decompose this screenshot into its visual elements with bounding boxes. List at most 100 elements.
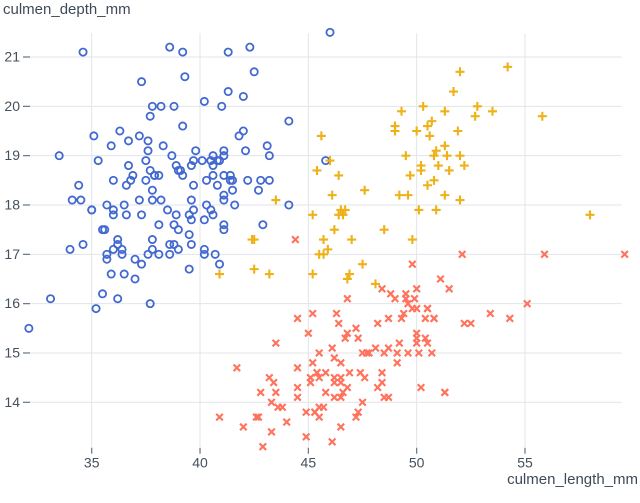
circle-marker — [93, 156, 103, 166]
circle-marker — [137, 77, 147, 87]
circle-marker — [154, 249, 164, 259]
times-marker — [410, 294, 419, 303]
circle-marker — [184, 264, 194, 274]
circle-marker — [76, 195, 86, 205]
circle-marker — [325, 27, 335, 37]
plus-marker — [319, 249, 329, 259]
plus-marker — [358, 259, 368, 269]
plus-marker — [340, 205, 350, 215]
circle-marker — [212, 180, 222, 190]
plus-marker — [470, 111, 480, 121]
times-marker — [306, 378, 315, 387]
times-marker — [421, 334, 430, 343]
times-marker — [393, 348, 402, 358]
circle-marker — [167, 151, 177, 161]
y-axis-title: culmen_depth_mm — [3, 1, 131, 18]
times-marker — [486, 309, 495, 318]
circle-marker — [202, 200, 212, 210]
circle-marker — [143, 146, 153, 156]
times-marker — [310, 408, 319, 417]
times-marker — [341, 334, 350, 343]
times-marker — [334, 319, 343, 328]
plus-marker — [323, 244, 333, 254]
times-marker — [523, 299, 532, 308]
times-marker — [384, 314, 393, 323]
plus-marker — [585, 210, 595, 220]
times-marker — [308, 309, 317, 318]
times-marker — [256, 388, 265, 397]
times-marker — [358, 398, 367, 407]
circle-marker — [89, 131, 99, 141]
circle-marker — [147, 185, 157, 195]
circle-marker — [254, 185, 264, 195]
plus-marker — [440, 141, 450, 151]
times-marker — [386, 289, 395, 298]
circle-marker — [219, 225, 229, 235]
plus-marker — [407, 235, 417, 245]
circle-marker — [117, 244, 127, 254]
circle-marker — [65, 244, 75, 254]
circle-marker — [147, 235, 157, 245]
y-tick-label: 14 — [4, 394, 20, 410]
circle-marker — [143, 136, 153, 146]
plus-marker — [433, 161, 443, 171]
circle-marker — [102, 249, 112, 259]
circle-marker — [121, 180, 131, 190]
plus-marker — [488, 106, 498, 116]
circle-marker — [189, 180, 199, 190]
times-marker — [373, 319, 382, 328]
plus-marker — [455, 67, 465, 77]
plus-marker — [394, 190, 404, 200]
circle-marker — [106, 141, 116, 151]
circle-marker — [189, 156, 199, 166]
circle-marker — [210, 249, 220, 259]
plus-marker — [503, 62, 513, 72]
plus-marker — [371, 279, 381, 289]
times-marker — [312, 368, 322, 377]
times-marker — [395, 339, 404, 348]
circle-marker — [219, 151, 229, 161]
times-marker — [445, 284, 454, 293]
circle-marker — [258, 220, 268, 230]
circle-marker — [154, 220, 164, 230]
plus-marker — [444, 165, 454, 175]
circle-marker — [219, 170, 229, 180]
circle-marker — [186, 215, 196, 225]
circle-marker — [143, 249, 153, 259]
circle-marker — [256, 175, 266, 185]
circle-marker — [206, 205, 216, 215]
circle-marker — [126, 175, 136, 185]
circle-marker — [217, 101, 227, 111]
times-marker — [421, 314, 430, 323]
times-marker — [321, 368, 330, 377]
circle-marker — [147, 244, 157, 254]
plus-marker — [423, 180, 433, 190]
circle-marker — [113, 294, 123, 304]
circle-marker — [141, 156, 151, 166]
plus-marker — [453, 126, 463, 136]
circle-marker — [108, 210, 118, 220]
circle-marker — [219, 190, 229, 200]
times-marker — [377, 378, 387, 387]
circle-marker — [156, 195, 166, 205]
y-tick-label: 16 — [4, 295, 20, 311]
circle-marker — [199, 244, 209, 254]
circle-marker — [124, 136, 134, 146]
circle-marker — [238, 126, 248, 136]
times-marker — [412, 284, 421, 293]
series-blue-circles — [24, 27, 335, 333]
x-tick-label: 55 — [517, 455, 533, 471]
circle-marker — [134, 195, 144, 205]
times-marker — [380, 393, 389, 402]
times-marker — [458, 250, 467, 259]
circle-marker — [208, 170, 218, 180]
circle-marker — [223, 47, 233, 57]
circle-marker — [121, 210, 131, 220]
times-marker — [358, 348, 367, 358]
y-tick-label: 17 — [4, 246, 20, 262]
plus-marker — [249, 264, 259, 274]
circle-marker — [130, 274, 140, 284]
plus-marker — [345, 269, 355, 279]
circle-marker — [199, 215, 209, 225]
circle-marker — [119, 200, 129, 210]
